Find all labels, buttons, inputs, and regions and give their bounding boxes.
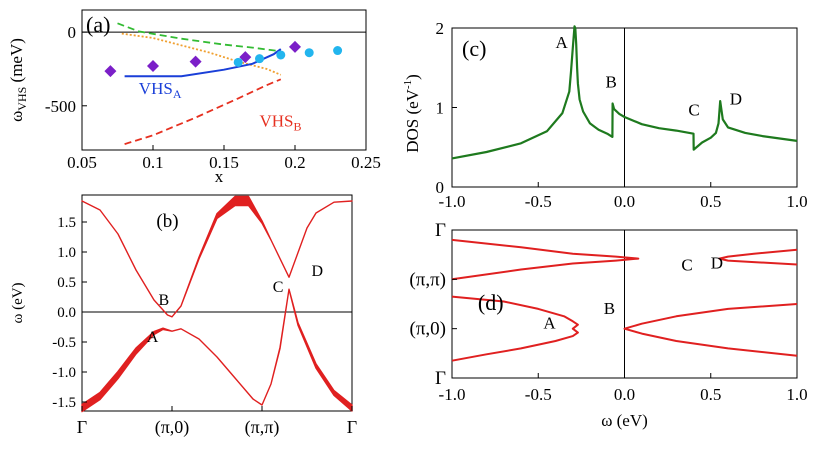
panel-a-circle-marker <box>276 50 286 60</box>
panel-a-xtick-label: 0.25 <box>351 153 381 172</box>
panel-b-ylabel: ω (eV) <box>10 282 26 323</box>
panel-a-ytick-label: -500 <box>45 97 76 116</box>
panel-d-point-label: D <box>711 253 723 272</box>
panel-a-circle-marker <box>255 54 264 64</box>
panel-a-annotation-sub: A <box>173 87 182 101</box>
panel-d-xtick-label: 1.0 <box>786 385 807 404</box>
panel-a-ylabel-unit: (meV) <box>7 38 26 87</box>
panel-c-ylabel-main: DOS (eV <box>403 88 422 152</box>
panel-a-diamond-marker <box>239 51 252 64</box>
panel-d-point-label: C <box>681 255 692 274</box>
panel-a-circle-marker <box>304 48 314 58</box>
panel-d-constant-energy-curve <box>451 295 579 362</box>
panel-c-xtick-label: -1.0 <box>439 192 466 211</box>
panel-b-label: (b) <box>156 211 178 232</box>
panel-d-constant-energy-curve <box>451 238 640 281</box>
panel-b-xcat-label: (π,0) <box>155 417 190 438</box>
panel-a-ylabel-main: ω <box>7 111 26 122</box>
panel-a-xlabel: x <box>215 167 224 186</box>
panel-d-point-label: B <box>604 299 615 318</box>
panel-b-ytick-label: 0.0 <box>57 305 76 321</box>
panel-c-point-label: A <box>556 33 569 52</box>
panel-d-label: (d) <box>478 290 504 315</box>
panel-a-ytick-label: 0 <box>68 23 77 42</box>
panel-b-ytick-label: -1.0 <box>52 365 76 381</box>
panel-a-frame <box>81 9 367 151</box>
panel-a-curve-orange-dotted <box>121 32 282 76</box>
panel-c-ytick-label: 1 <box>436 99 445 118</box>
panel-d-ycat-label: Γ <box>435 220 446 241</box>
panel-d-ycat-label: Γ <box>435 368 446 389</box>
panel-c-ytick-label: 2 <box>436 19 445 38</box>
panel-b-point-label: C <box>273 279 284 296</box>
panel-a-label: (a) <box>86 12 110 37</box>
panel-c-point-label: C <box>688 100 699 119</box>
panel-b-ytick-label: 0.5 <box>57 275 76 291</box>
panel-a-circle-marker <box>233 57 243 67</box>
panel-b-point-label: D <box>312 263 324 280</box>
panel-b-point-label: B <box>159 292 170 309</box>
panel-d-constant-energy-curve <box>718 248 798 266</box>
panel-c-xtick-label: 1.0 <box>786 192 807 211</box>
panel-a-annotation-main: VHS <box>139 79 173 98</box>
panel-d-xtick-label: -0.5 <box>525 385 552 404</box>
panel-b-xcat-label: Γ <box>347 417 357 437</box>
panel-a-annotation-sub: B <box>294 119 302 133</box>
panel-b-lower-band <box>81 288 353 413</box>
panel-b-xcat-label: (π,π) <box>245 417 280 438</box>
panel-d-ycat-label: (π,0) <box>410 319 447 340</box>
panel-c-ylabel-close: ) <box>403 74 422 80</box>
panel-b-point-label: A <box>147 329 159 346</box>
panel-d-xtick-label: -1.0 <box>439 385 466 404</box>
panel-a-xtick-label: 0.1 <box>142 153 163 172</box>
panel-a-xtick-label: 0.15 <box>209 153 239 172</box>
panel-c-xtick-label: -0.5 <box>525 192 552 211</box>
panel-c-label: (c) <box>462 36 486 61</box>
panel-a-ylabel: ωVHS (meV) <box>7 38 29 122</box>
panel-a-annotation-main: VHS <box>260 111 294 130</box>
panel-a-annotation: VHSA <box>139 79 182 101</box>
panel-c-ylabel-text: DOS (eV-1) <box>402 74 422 153</box>
panel-a-diamond-marker <box>104 65 117 78</box>
panel-a-diamond-marker <box>189 55 202 68</box>
panel-a-circle-marker <box>333 46 343 56</box>
panel-a-diamond-marker <box>147 60 159 72</box>
panel-d-ycat-label: (π,π) <box>409 269 446 290</box>
panel-a-diamond-marker <box>289 40 301 53</box>
panel-c-ytick-label: 0 <box>436 178 445 197</box>
panel-b-ytick-label: 1.0 <box>57 245 76 261</box>
panel-b-upper-band <box>81 195 353 318</box>
panel-c-xtick-label: 0.5 <box>700 192 721 211</box>
panel-d-xlabel: ω (eV) <box>601 411 648 430</box>
panel-b-ytick-label: 1.5 <box>57 215 76 231</box>
panel-d-xtick-label: 0.5 <box>700 385 721 404</box>
panel-b-ytick-label: -1.5 <box>52 395 76 411</box>
panel-c-point-label: B <box>606 73 617 92</box>
panel-a-xtick-label: 0.05 <box>67 153 97 172</box>
panel-c-ylabel: DOS (eV-1) <box>402 74 422 153</box>
panel-d-point-label: A <box>543 314 556 333</box>
panel-b-frame <box>81 194 353 412</box>
panel-c-dos-curve <box>451 25 798 160</box>
panel-b-ytick-label: -0.5 <box>52 335 76 351</box>
panel-a-annotation: VHSB <box>260 111 302 133</box>
panel-d-constant-energy-curve <box>623 303 798 357</box>
panel-c-xtick-label: 0.0 <box>614 192 635 211</box>
panel-a-curve-red-dashed <box>124 78 282 145</box>
panel-a-ylabel-sub: VHS <box>15 87 29 111</box>
panel-a-curve-blue-solid <box>124 48 282 78</box>
panel-a-xtick-label: 0.2 <box>284 153 305 172</box>
panel-c-point-label: D <box>730 89 742 108</box>
panel-b-xcat-label: Γ <box>77 417 87 437</box>
panel-a-ylabel-text: ωVHS (meV) <box>7 38 29 122</box>
panel-c-ylabel-sup: -1 <box>402 80 414 89</box>
panel-d-xtick-label: 0.0 <box>614 385 635 404</box>
panel-b-ylabel-text: ω (eV) <box>10 282 26 323</box>
